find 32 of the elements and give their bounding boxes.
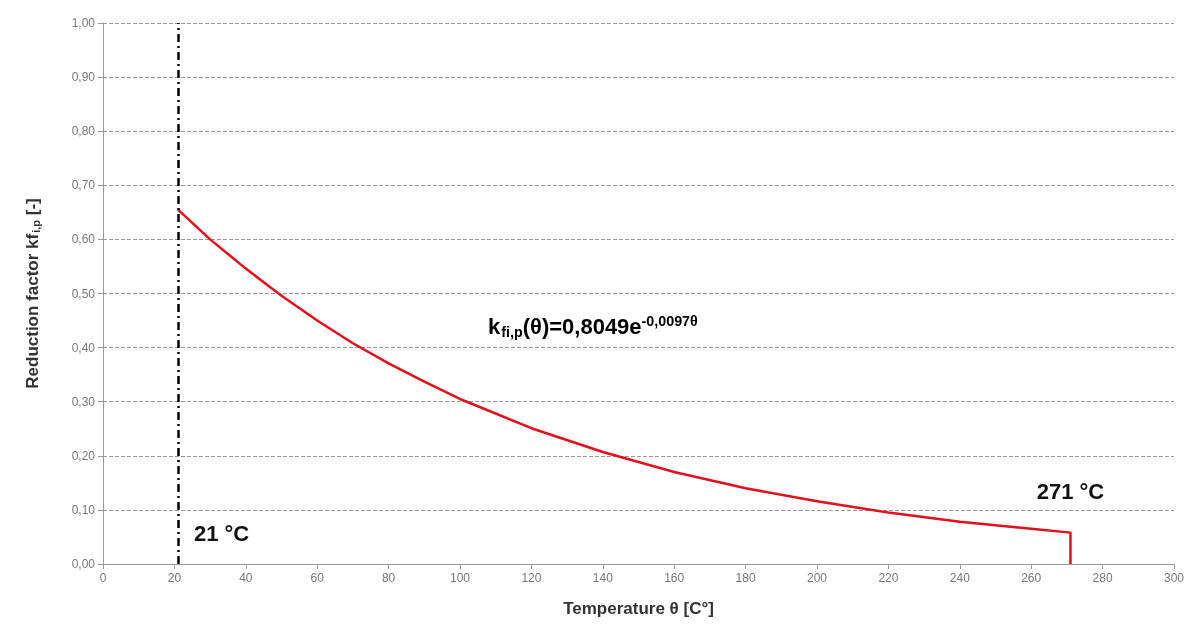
y-tick-label: 1,00 [71, 16, 96, 30]
x-tick-label: 260 [1021, 571, 1042, 585]
y-tick-label: 0,00 [71, 557, 96, 571]
y-tick-label: 0,30 [71, 394, 96, 409]
line-series [176, 208, 1072, 566]
x-tick-label: 80 [381, 571, 396, 585]
y-tick-label: 0,90 [71, 70, 96, 85]
x-tick-label: 220 [878, 571, 899, 585]
x-tick-label: 300 [1163, 571, 1185, 585]
y-tick-label: 0,20 [71, 448, 96, 463]
x-tick-label: 140 [592, 571, 614, 585]
x-axis-title: Temperature θ [C°] [563, 599, 714, 618]
y-tick-label: 0,80 [71, 124, 96, 139]
y-tick-label: 0,60 [71, 232, 96, 247]
x-tick-label: 160 [664, 571, 685, 585]
x-tick-label: 200 [806, 571, 828, 585]
annotation: 271 °C [1036, 479, 1105, 505]
x-tick-label: 60 [310, 571, 325, 585]
x-tick-label: 240 [949, 571, 971, 585]
y-tick-label: 0,50 [71, 286, 96, 301]
x-tick-label: 280 [1092, 571, 1113, 585]
x-tick-label: 0 [99, 571, 107, 585]
y-tick-label: 0,70 [71, 178, 96, 193]
y-axis-title: Reduction factor kfi,p [-] [23, 198, 42, 389]
x-tick-label: 120 [521, 571, 542, 585]
x-tick-label: 40 [239, 571, 253, 585]
x-tick-label: 20 [167, 571, 182, 585]
y-tick-label: 0,10 [71, 502, 96, 517]
y-tick-label: 0,40 [71, 340, 96, 355]
x-tick-label: 180 [735, 571, 756, 585]
x-tick-label: 100 [449, 571, 471, 585]
ref-line-label: 21 °C [193, 520, 250, 546]
